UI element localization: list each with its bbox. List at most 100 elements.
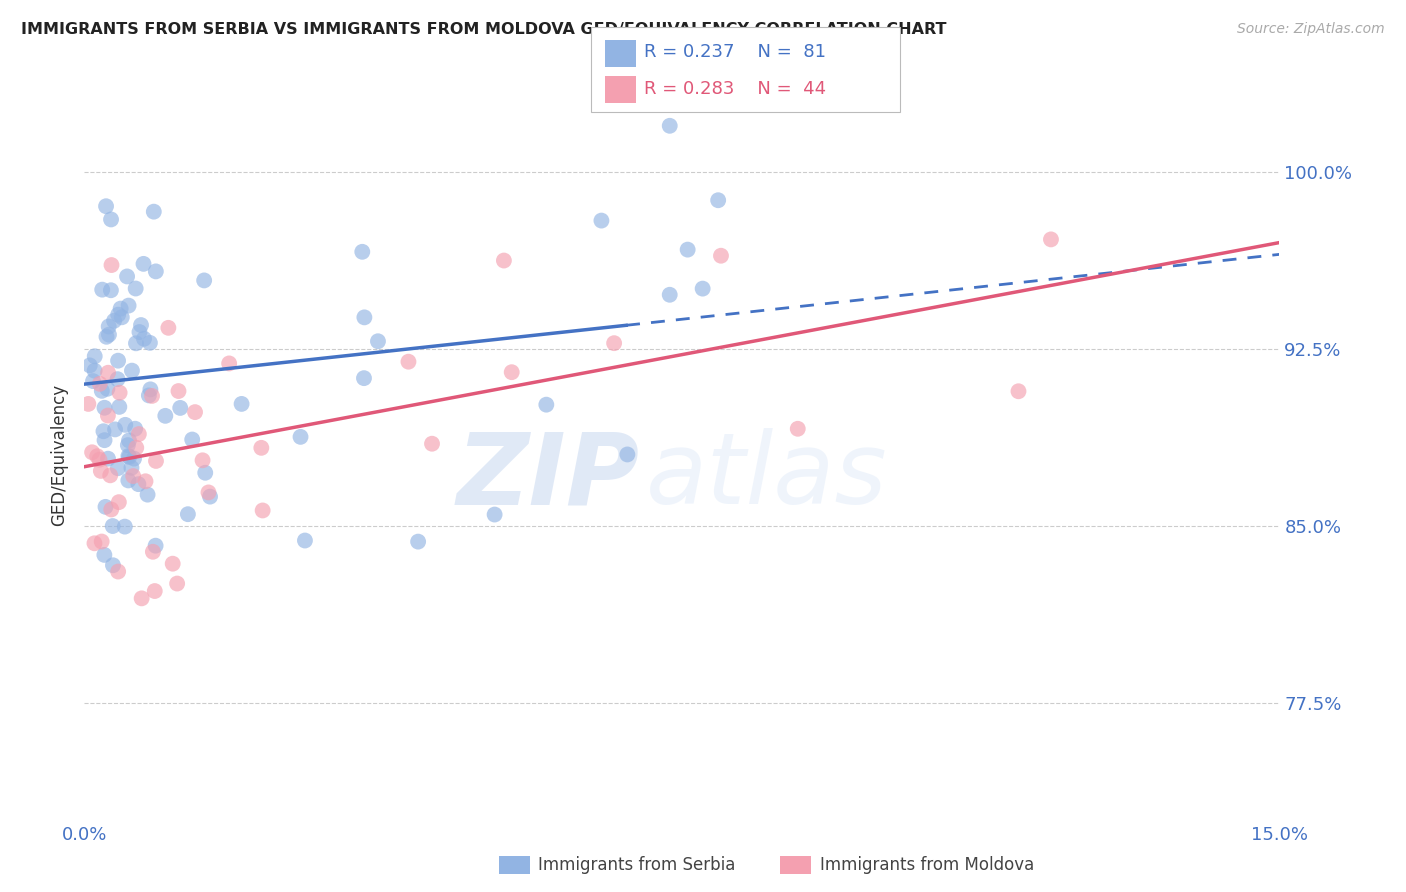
Point — [97, 319, 120, 334]
Point — [121, 460, 143, 475]
Point — [117, 299, 139, 313]
Point — [90, 464, 112, 478]
Point — [193, 273, 215, 287]
Point — [194, 466, 217, 480]
Point — [89, 376, 111, 391]
Point — [143, 584, 166, 599]
Point — [166, 576, 188, 591]
Point — [114, 519, 136, 533]
Point — [398, 354, 420, 368]
Point — [93, 433, 115, 447]
Point — [181, 433, 204, 447]
Point — [131, 591, 153, 606]
Point — [142, 204, 165, 219]
Point — [104, 422, 127, 436]
Point — [142, 545, 165, 559]
Point — [184, 405, 207, 419]
Text: ZIP: ZIP — [457, 428, 640, 525]
Point — [108, 400, 131, 414]
Point — [139, 335, 162, 350]
Point — [616, 447, 638, 461]
Point — [252, 503, 274, 517]
Point — [89, 452, 111, 467]
Point — [122, 451, 145, 466]
Point — [118, 434, 141, 448]
Point — [86, 449, 108, 463]
Point — [658, 119, 681, 133]
Point — [117, 438, 139, 452]
Point — [93, 401, 115, 415]
Point — [77, 397, 100, 411]
Point — [107, 353, 129, 368]
Point — [83, 536, 105, 550]
Point — [100, 258, 122, 272]
Point — [97, 327, 120, 342]
Point — [103, 314, 125, 328]
Point — [128, 427, 150, 442]
Point — [658, 287, 681, 301]
Point — [169, 401, 191, 415]
Point — [191, 453, 214, 467]
Point — [125, 336, 148, 351]
Point — [132, 257, 155, 271]
Point — [101, 519, 124, 533]
Point — [420, 436, 443, 450]
Point — [94, 500, 117, 514]
Point — [101, 558, 124, 573]
Point — [145, 454, 167, 468]
Point — [82, 374, 104, 388]
Point — [155, 409, 177, 423]
Point — [122, 469, 145, 483]
Point — [132, 332, 155, 346]
Point — [90, 384, 112, 398]
Point — [1007, 384, 1029, 399]
Text: IMMIGRANTS FROM SERBIA VS IMMIGRANTS FROM MOLDOVA GED/EQUIVALENCY CORRELATION CH: IMMIGRANTS FROM SERBIA VS IMMIGRANTS FRO… — [21, 22, 946, 37]
Point — [107, 308, 129, 322]
Point — [98, 468, 121, 483]
Point — [134, 475, 156, 489]
Point — [117, 474, 139, 488]
Point — [107, 372, 129, 386]
Point — [367, 334, 389, 349]
Point — [145, 264, 167, 278]
Point — [290, 430, 312, 444]
Text: Source: ZipAtlas.com: Source: ZipAtlas.com — [1237, 22, 1385, 37]
Point — [107, 565, 129, 579]
Point — [107, 461, 129, 475]
Point — [352, 244, 374, 259]
Text: R = 0.237    N =  81: R = 0.237 N = 81 — [644, 43, 825, 61]
Point — [591, 213, 613, 227]
Point — [139, 382, 162, 396]
Text: Immigrants from Moldova: Immigrants from Moldova — [820, 856, 1033, 874]
Point — [406, 534, 429, 549]
Point — [93, 424, 115, 438]
Point — [108, 385, 131, 400]
Point — [108, 495, 131, 509]
Point — [707, 193, 730, 207]
Point — [82, 445, 104, 459]
Point — [786, 422, 808, 436]
Point — [125, 441, 148, 455]
Point — [117, 449, 139, 463]
Point — [124, 422, 146, 436]
Point — [177, 507, 200, 521]
Point — [1039, 232, 1062, 246]
Point — [94, 199, 117, 213]
Point — [90, 534, 112, 549]
Point — [353, 371, 375, 385]
Point — [111, 310, 134, 325]
Point — [294, 533, 316, 548]
Point — [100, 212, 122, 227]
Point — [100, 502, 122, 516]
Point — [250, 441, 273, 455]
Point — [492, 253, 515, 268]
Point — [96, 382, 118, 396]
Point — [157, 321, 180, 335]
Point — [484, 508, 506, 522]
Point — [97, 451, 120, 466]
Point — [114, 417, 136, 432]
Point — [138, 388, 160, 402]
Point — [124, 281, 146, 295]
Point — [141, 389, 163, 403]
Point — [145, 539, 167, 553]
